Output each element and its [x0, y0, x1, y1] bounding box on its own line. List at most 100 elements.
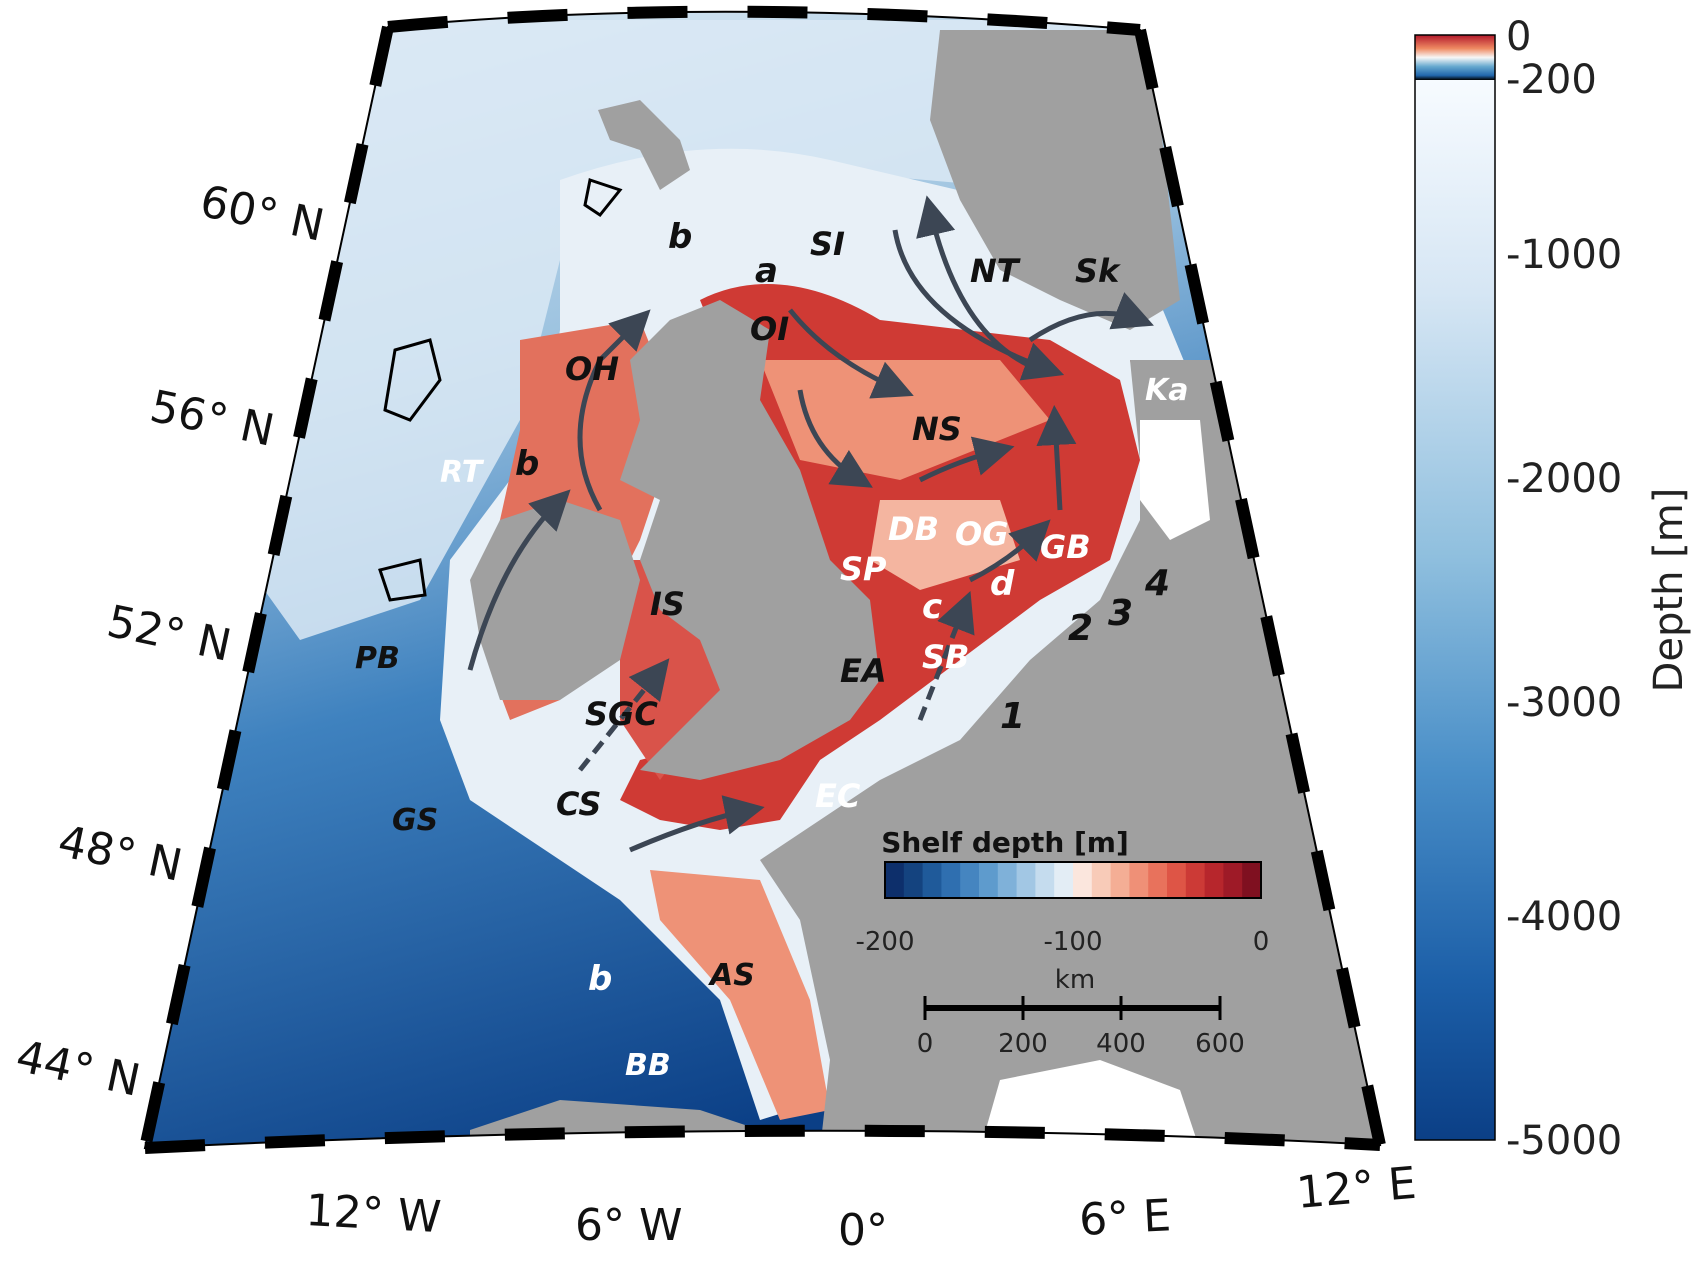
lon-label-6w: 6° W: [575, 1200, 683, 1251]
longitude-labels: 12° W 6° W 0° 6° E 12° E: [304, 1158, 1418, 1256]
label-sp: SP: [840, 550, 887, 588]
biscay-shelf: [650, 870, 830, 1120]
faroe-bank-contour: [583, 178, 623, 218]
label-ea: EA: [840, 652, 887, 690]
label-b-biscay: b: [588, 959, 612, 999]
shelf-colorbar-step: [1110, 862, 1130, 898]
lon-label-12w: 12° W: [304, 1185, 442, 1243]
northern-ocean: [200, 20, 1150, 640]
label-ns: NS: [912, 410, 962, 448]
shelf-colorbar-step: [960, 862, 980, 898]
label-cs: CS: [556, 785, 601, 823]
shelf-colorbar: [885, 862, 1262, 898]
arrow-west-scotland: [577, 309, 651, 512]
depth-tick-3000: -3000: [1506, 680, 1622, 726]
label-sb: SB: [922, 638, 969, 676]
shelf-colorbar-step: [1129, 862, 1149, 898]
bank-contours: [378, 178, 623, 602]
label-b-scotland: b: [515, 444, 539, 484]
lon-label-0: 0°: [838, 1205, 888, 1256]
label-nt: NT: [970, 252, 1021, 290]
depth-tick-2000: -2000: [1506, 456, 1622, 502]
label-oh: OH: [565, 350, 619, 388]
shelf-tick-max: 0: [1253, 927, 1270, 957]
norway: [930, 30, 1180, 330]
lat-label-52n: 52° N: [103, 596, 236, 672]
label-c: c: [922, 587, 942, 627]
label-si: SI: [810, 225, 845, 263]
shelf-colorbar-step: [979, 862, 999, 898]
shelf-colorbar-step: [1054, 862, 1074, 898]
shelf-colorbar-step: [1167, 862, 1187, 898]
depth-colorbar-title: Depth [m]: [1646, 488, 1692, 693]
arrow-central-north-sea: [918, 436, 1015, 483]
arrow-german-bight-north: [1036, 405, 1077, 511]
label-gs: GS: [392, 803, 438, 838]
scale-bar: km 0 200 400 600: [917, 965, 1245, 1059]
shelf-colorbar-step: [941, 862, 961, 898]
shelf-colorbar-step: [1185, 862, 1206, 898]
arrow-slope-current-north: [467, 489, 571, 671]
label-d: d: [990, 564, 1015, 604]
label-is: IS: [650, 585, 685, 623]
label-ka: Ka: [1145, 373, 1189, 408]
depth-tick-5000: -5000: [1506, 1118, 1622, 1164]
shelf-colorbar-step: [1091, 862, 1112, 898]
oyster-ground: [870, 500, 1020, 590]
rosemary-bank-contour: [383, 338, 442, 422]
arrow-east-coast-uk: [797, 389, 873, 488]
shelf-colorbar-step: [1204, 862, 1224, 898]
label-db: DB: [888, 510, 939, 548]
scale-tick-200: 200: [998, 1029, 1048, 1059]
depth-tick-4000: -4000: [1506, 894, 1622, 940]
shelf-tick-min: -200: [855, 927, 914, 957]
label-oi: OI: [750, 310, 789, 348]
label-rt: RT: [440, 455, 485, 490]
circulation-arrows: [467, 195, 1154, 853]
shelf-colorbar-step: [1242, 862, 1262, 898]
label-sgc: SGC: [585, 695, 658, 733]
arrow-norwegian-coastal: [916, 195, 1041, 373]
lat-label-56n: 56° N: [146, 381, 279, 457]
label-3: 3: [1108, 593, 1133, 634]
depth-colorbar: 0 -200 -1000 -2000 -3000 -4000 -5000 Dep…: [1414, 14, 1692, 1164]
shelf-colorbar-step: [1035, 862, 1055, 898]
depth-tick-0: 0: [1506, 14, 1531, 60]
shelf-colorbar-step: [903, 862, 924, 898]
faroe-islands: [598, 100, 690, 190]
label-ec: EC: [815, 777, 861, 815]
label-as: AS: [708, 958, 755, 993]
depth-tick-200: -200: [1506, 57, 1597, 103]
lat-label-60n: 60° N: [196, 176, 329, 252]
region-labels-light: Ka RT DB OG GB SP c d SB EC b BB: [440, 373, 1189, 1083]
ireland: [470, 500, 640, 700]
arrow-channel-inflow: [629, 795, 765, 853]
lon-label-12e: 12° E: [1295, 1158, 1419, 1219]
shelf-colorbar-step: [922, 862, 942, 898]
shelf-colorbar-step: [1223, 862, 1243, 898]
label-4: 4: [1144, 563, 1170, 604]
label-2: 2: [1068, 608, 1093, 649]
shelf-colorbar-step: [1016, 862, 1036, 898]
shelf-colorbar-step: [1073, 862, 1093, 898]
region-labels-dark: b SI a NT Sk OI OH NS b IS PB EA SGC CS …: [355, 217, 1170, 993]
label-gb: GB: [1040, 528, 1091, 566]
arrow-fair-isle: [788, 308, 914, 399]
lon-label-6e: 6° E: [1078, 1190, 1172, 1246]
continental-europe: [760, 360, 1380, 1148]
porcupine-bank-contour: [378, 558, 427, 602]
depth-colorbar-ocean-segment: [1415, 80, 1495, 1140]
label-og: OG: [955, 515, 1008, 553]
shelf-tick-mid: -100: [1043, 927, 1102, 957]
label-a: a: [755, 251, 778, 291]
label-pb: PB: [355, 641, 400, 676]
scale-unit: km: [1055, 965, 1095, 995]
shelf-depth-legend: Shelf depth [m] -200 -100 0: [855, 826, 1269, 957]
scale-tick-0: 0: [917, 1029, 934, 1059]
label-1: 1: [1000, 696, 1025, 737]
great-britain: [620, 300, 880, 780]
lat-label-44n: 44° N: [12, 1031, 145, 1107]
map-area: [145, 11, 1380, 1148]
shelf-colorbar-step: [1148, 862, 1168, 898]
